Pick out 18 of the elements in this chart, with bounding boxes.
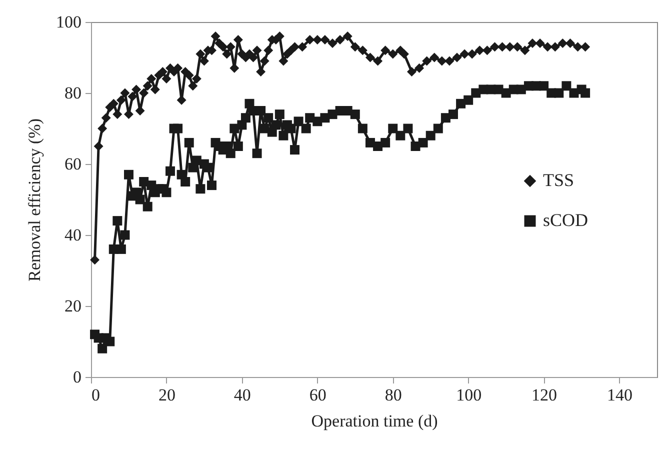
x-tick-label: 100 — [456, 386, 482, 404]
y-tick-label: 100 — [56, 12, 82, 32]
y-tick-label: 20 — [64, 296, 82, 316]
x-tick-label: 120 — [532, 386, 558, 404]
x-tick-label: 140 — [607, 386, 633, 404]
legend-label: TSS — [543, 170, 574, 190]
y-tick-label: 40 — [64, 226, 82, 244]
legend-label: sCOD — [543, 210, 588, 230]
x-tick-label: 80 — [384, 386, 402, 404]
y-tick-label: 80 — [64, 84, 82, 102]
y-tick-label: 60 — [64, 154, 82, 174]
x-tick-label: 60 — [309, 386, 326, 404]
x-axis-title: Operation time (d) — [311, 412, 438, 430]
x-tick-label: 0 — [92, 386, 100, 404]
y-tick-label: 0 — [73, 368, 82, 386]
x-tick-label: 40 — [234, 386, 251, 404]
x-tick-label: 20 — [158, 386, 176, 404]
y-axis-title: Removal efficiency (%) — [25, 118, 44, 282]
